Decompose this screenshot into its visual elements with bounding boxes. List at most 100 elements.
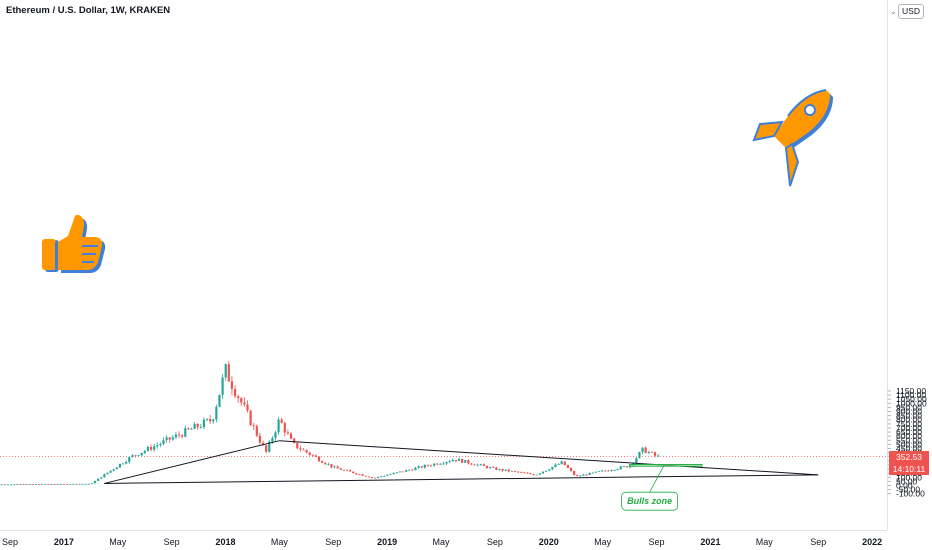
bulls-zone-rect[interactable] bbox=[629, 464, 703, 467]
candle-body bbox=[233, 388, 237, 397]
thumbs-up-icon[interactable] bbox=[42, 214, 106, 273]
y-tick-label: 750.00 bbox=[896, 419, 922, 429]
candle-body bbox=[299, 448, 302, 450]
last-price-badge: 352.53 bbox=[889, 450, 929, 463]
candle-body bbox=[308, 452, 311, 455]
y-tick-label: 450.00 bbox=[896, 444, 922, 454]
trendline[interactable] bbox=[104, 474, 819, 484]
candle-body bbox=[230, 381, 234, 389]
candle-body bbox=[457, 458, 461, 461]
candle-body bbox=[106, 472, 109, 475]
candle-body bbox=[90, 483, 94, 485]
candle-body bbox=[579, 475, 582, 477]
candle-body bbox=[355, 473, 358, 475]
candle-body bbox=[87, 483, 90, 485]
candle-body bbox=[224, 364, 227, 378]
y-tick-label: 700.00 bbox=[896, 423, 922, 433]
candle-body bbox=[610, 470, 613, 472]
candle-body bbox=[573, 470, 576, 476]
currency-button[interactable]: ⌄ USD bbox=[890, 4, 924, 19]
candle-body bbox=[367, 476, 370, 478]
candle-body bbox=[647, 452, 650, 453]
candle-body bbox=[252, 425, 255, 427]
triangle-pattern[interactable] bbox=[104, 440, 819, 484]
candle-body bbox=[261, 442, 265, 446]
candle-body bbox=[345, 469, 349, 471]
candle-body bbox=[174, 434, 178, 438]
candle-body bbox=[352, 471, 355, 474]
candle-body bbox=[171, 437, 174, 440]
y-tick-label: -100.00 bbox=[896, 489, 925, 499]
candle-body bbox=[426, 465, 430, 466]
x-tick-label: Sep bbox=[649, 537, 665, 547]
candlestick-series bbox=[0, 361, 660, 486]
candle-body bbox=[146, 446, 150, 451]
candle-body bbox=[622, 466, 625, 468]
trendline[interactable] bbox=[279, 440, 819, 476]
candle-body bbox=[383, 475, 386, 477]
price-scale[interactable]: -100.00-50.000.0050.00100.00150.00200.00… bbox=[887, 386, 927, 499]
candle-body bbox=[582, 474, 585, 476]
candle-body bbox=[265, 445, 268, 452]
candle-body bbox=[137, 455, 140, 457]
candle-body bbox=[56, 484, 59, 485]
candle-body bbox=[464, 460, 467, 463]
y-tick-label: 900.00 bbox=[896, 407, 922, 417]
candle-body bbox=[314, 455, 318, 457]
candle-body bbox=[613, 469, 616, 471]
candle-body bbox=[541, 471, 545, 474]
candle-body bbox=[237, 396, 240, 399]
candle-body bbox=[25, 484, 28, 485]
candle-body bbox=[604, 470, 607, 472]
candle-body bbox=[177, 434, 181, 436]
y-tick-label: 100.00 bbox=[896, 472, 922, 482]
candle-body bbox=[277, 419, 280, 433]
rocket-icon[interactable] bbox=[752, 89, 833, 187]
candle-body bbox=[293, 438, 296, 443]
candle-body bbox=[492, 467, 495, 469]
candle-body bbox=[510, 470, 514, 472]
candle-body bbox=[454, 459, 458, 461]
candle-body bbox=[16, 484, 19, 485]
bulls-zone-label-box[interactable] bbox=[621, 491, 679, 511]
candle-body bbox=[268, 441, 271, 452]
candle-body bbox=[373, 477, 377, 479]
candle-body bbox=[283, 422, 286, 433]
candle-body bbox=[81, 483, 84, 485]
candle-body bbox=[28, 484, 31, 485]
candle-body bbox=[330, 464, 333, 468]
bulls-zone-group[interactable]: Bulls zone bbox=[621, 464, 703, 511]
trendline[interactable] bbox=[104, 440, 280, 484]
candle-body bbox=[563, 461, 566, 466]
candle-body bbox=[181, 435, 184, 437]
candle-body bbox=[408, 469, 411, 471]
candle-body bbox=[249, 410, 252, 426]
x-tick-label: 2019 bbox=[377, 537, 397, 547]
candle-body bbox=[439, 463, 442, 465]
candle-body bbox=[523, 472, 526, 474]
candle-body bbox=[6, 484, 10, 486]
candle-body bbox=[184, 428, 187, 437]
candle-body bbox=[473, 464, 476, 466]
candle-body bbox=[112, 469, 115, 471]
candle-body bbox=[601, 470, 604, 472]
candle-body bbox=[594, 471, 597, 473]
candle-body bbox=[47, 484, 50, 485]
candle-body bbox=[566, 465, 570, 468]
y-tick-label: 550.00 bbox=[896, 435, 922, 445]
candle-body bbox=[423, 465, 426, 468]
y-tick-label: 1150.00 bbox=[896, 386, 926, 396]
time-scale[interactable]: Sep 2017 May Sep 2018 May Sep 2019 May Sep 2020 May… bbox=[2, 537, 882, 547]
candle-body bbox=[625, 466, 629, 468]
candle-body bbox=[653, 452, 657, 456]
candle-body bbox=[31, 484, 34, 485]
candle-body bbox=[280, 419, 283, 423]
candle-body bbox=[504, 469, 507, 471]
candle-body bbox=[302, 449, 305, 451]
candle-body bbox=[597, 471, 601, 473]
candle-body bbox=[520, 472, 523, 474]
candle-body bbox=[489, 467, 492, 469]
candle-body bbox=[311, 454, 314, 456]
candle-body bbox=[103, 474, 106, 478]
